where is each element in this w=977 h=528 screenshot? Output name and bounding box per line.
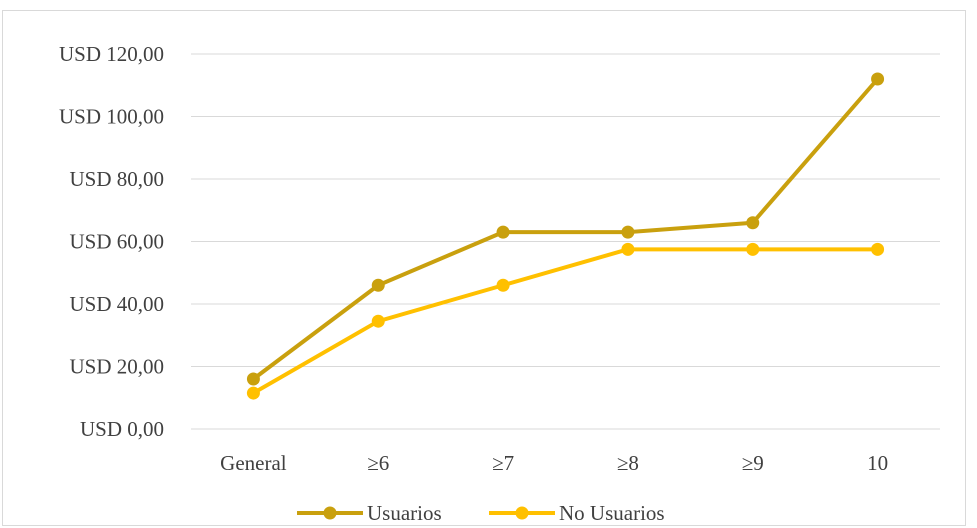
data-point — [246, 386, 260, 400]
data-point — [621, 242, 635, 256]
legend: Usuarios No Usuarios — [297, 501, 665, 525]
legend-swatch-marker — [515, 506, 529, 520]
x-tick-label: General — [220, 451, 287, 475]
y-tick-label: USD 60,00 — [69, 230, 164, 254]
series-line — [251, 247, 880, 396]
data-point — [746, 242, 760, 256]
y-tick-label: USD 120,00 — [59, 42, 164, 66]
chart-frame — [2, 10, 966, 526]
x-tick-label: ≥8 — [617, 451, 639, 475]
x-tick-label: ≥9 — [742, 451, 764, 475]
y-axis-ticks: USD 0,00 USD 20,00 USD 40,00 USD 60,00 USD 8… — [59, 42, 164, 441]
y-tick-label: USD 40,00 — [69, 292, 164, 316]
data-point — [496, 278, 510, 292]
legend-swatch-marker — [323, 506, 337, 520]
x-axis-ticks: General ≥6 ≥7 ≥8 ≥9 10 — [220, 451, 888, 475]
x-tick-label: ≥6 — [367, 451, 389, 475]
data-point — [371, 278, 385, 292]
legend-label: Usuarios — [367, 501, 442, 525]
y-tick-label: USD 100,00 — [59, 105, 164, 129]
gridlines — [191, 53, 940, 430]
data-point — [871, 242, 885, 256]
data-point — [496, 225, 510, 239]
series-group — [246, 72, 885, 400]
y-tick-label: USD 80,00 — [69, 167, 164, 191]
data-point — [871, 72, 885, 86]
data-point — [621, 225, 635, 239]
data-point — [746, 216, 760, 230]
legend-label: No Usuarios — [559, 501, 665, 525]
data-point — [371, 314, 385, 328]
y-tick-label: USD 0,00 — [80, 417, 164, 441]
x-tick-label: ≥7 — [492, 451, 514, 475]
y-tick-label: USD 20,00 — [69, 355, 164, 379]
x-tick-label: 10 — [867, 451, 888, 475]
data-point — [246, 372, 260, 386]
series-line — [251, 77, 880, 381]
